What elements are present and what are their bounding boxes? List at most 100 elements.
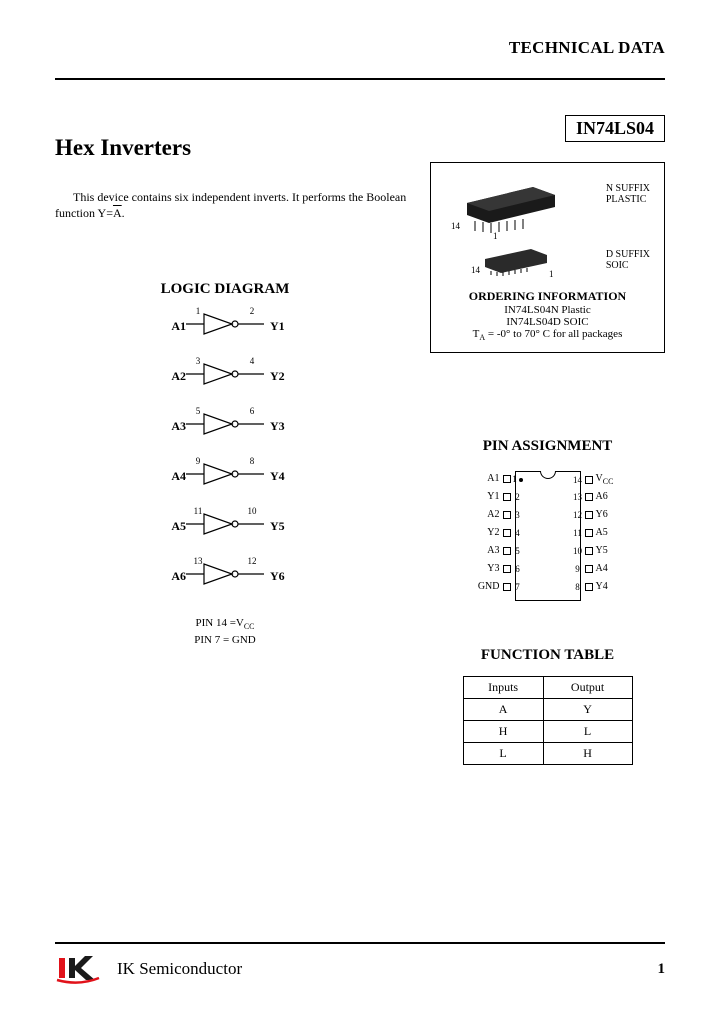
- gate-in-label: A6: [164, 569, 186, 584]
- pin-number: 10: [571, 546, 585, 556]
- pin-number: 14: [571, 475, 585, 485]
- function-table: InputsOutput AY HL LH: [463, 676, 633, 765]
- pin-right: A511: [571, 527, 623, 538]
- d-pin14: 14: [471, 265, 480, 275]
- gate-row: A613 12Y6: [164, 560, 286, 592]
- gate-pin-out: 6: [244, 406, 260, 416]
- gate-in-label: A2: [164, 369, 186, 384]
- pin-box: [503, 475, 511, 483]
- pin-name: VCC: [593, 473, 623, 486]
- pin-name: Y5: [593, 545, 623, 556]
- pin-number: 5: [511, 546, 525, 556]
- gate-pin-out: 2: [244, 306, 260, 316]
- pin-name: A1: [473, 473, 503, 484]
- gate-row: A511 10Y5: [164, 510, 286, 542]
- pin-right: A613: [571, 491, 623, 502]
- gate-in-label: A1: [164, 319, 186, 334]
- gate-pin-in: 1: [190, 306, 206, 316]
- pin-box: [503, 547, 511, 555]
- gate-in-label: A3: [164, 419, 186, 434]
- pin-number: 9: [571, 564, 585, 574]
- technical-data-header: TECHNICAL DATA: [55, 38, 665, 58]
- gate-out-label: Y4: [264, 469, 286, 484]
- desc-overline: A: [113, 206, 122, 220]
- pin-name: A3: [473, 545, 503, 556]
- d-suffix-l1: D SUFFIX: [606, 249, 650, 260]
- pin-box: [503, 511, 511, 519]
- gate-pin-in: 11: [190, 506, 206, 516]
- pin-name: Y6: [593, 509, 623, 520]
- pin-number: 6: [511, 564, 525, 574]
- d-suffix-l2: SOIC: [606, 260, 629, 271]
- pin-chip-diagram: A11Y12A23Y24A35Y36GND7VCC14A613Y612A511Y…: [473, 467, 623, 607]
- pin-box: [503, 493, 511, 501]
- note2: PIN 7 = GND: [194, 634, 256, 646]
- pin-box: [503, 565, 511, 573]
- pin-name: Y3: [473, 563, 503, 574]
- gate-out-label: Y1: [264, 319, 286, 334]
- gate-pin-in: 3: [190, 356, 206, 366]
- d-pin1: 1: [549, 269, 554, 279]
- pin-left: A2 3: [473, 509, 525, 520]
- d-suffix-label: D SUFFIX SOIC: [606, 249, 650, 271]
- pin-number: 11: [571, 528, 585, 538]
- gate-out-label: Y6: [264, 569, 286, 584]
- ft-r1c0: L: [463, 743, 543, 765]
- ordering-info-title: ORDERING INFORMATION: [439, 289, 656, 304]
- n-suffix-label: N SUFFIX PLASTIC: [606, 183, 650, 205]
- pin-assignment-title: PIN ASSIGNMENT: [430, 438, 665, 455]
- dip-package-icon: [447, 173, 587, 235]
- description: This device contains six independent inv…: [55, 189, 430, 221]
- pin-number: 3: [511, 510, 525, 520]
- pin-right: A49: [571, 563, 623, 574]
- pin-box: [585, 547, 593, 555]
- pin-box: [585, 493, 593, 501]
- pin-name: Y2: [473, 527, 503, 538]
- pin-name: A6: [593, 491, 623, 502]
- pin-box: [503, 529, 511, 537]
- gate-row: A49 8Y4: [164, 460, 286, 492]
- note1-prefix: PIN 14 =V: [195, 617, 243, 629]
- pin-assignment-section: PIN ASSIGNMENT A11Y12A23Y24A35Y36GND7VCC…: [430, 438, 665, 607]
- pin-box: [585, 511, 593, 519]
- page-title: Hex Inverters: [55, 135, 430, 161]
- soic-package-icon: [477, 243, 567, 277]
- temp-range: TA = -0° to 70° C for all packages: [439, 328, 656, 342]
- pin-left: A3 5: [473, 545, 525, 556]
- pin-box: [585, 565, 593, 573]
- n-pin1: 1: [493, 231, 498, 241]
- pin-left: Y12: [473, 491, 525, 502]
- page-number: 1: [658, 961, 666, 978]
- pin-number: 7: [511, 582, 525, 592]
- ft-r1c1: H: [543, 743, 632, 765]
- n-suffix-l2: PLASTIC: [606, 194, 647, 205]
- pin-box: [585, 476, 593, 484]
- logic-diagram-section: LOGIC DIAGRAM A11 2Y1A23 4Y2A35 6Y3A49 8…: [95, 281, 355, 647]
- pin-left: Y3 6: [473, 563, 525, 574]
- part-number-box: IN74LS04: [565, 115, 665, 142]
- gate-in-label: A4: [164, 469, 186, 484]
- pin-name: A2: [473, 509, 503, 520]
- pin-number: 1: [511, 474, 525, 484]
- n-pin14: 14: [451, 221, 460, 231]
- pin-number: 12: [571, 510, 585, 520]
- pin-number: 8: [571, 582, 585, 592]
- gate-pin-out: 4: [244, 356, 260, 366]
- pin-name: Y4: [593, 581, 623, 592]
- ft-r0c1: L: [543, 721, 632, 743]
- gate-pin-in: 13: [190, 556, 206, 566]
- gate-pin-out: 10: [244, 506, 260, 516]
- ft-head-in: Inputs: [463, 677, 543, 699]
- order-line-2: IN74LS04D SOIC: [439, 316, 656, 328]
- function-table-title: FUNCTION TABLE: [430, 647, 665, 664]
- desc-prefix: This device contains six independent inv…: [55, 190, 406, 220]
- pin-box: [503, 583, 511, 591]
- brand-logo-icon: [55, 952, 109, 986]
- logic-diagram-title: LOGIC DIAGRAM: [95, 281, 355, 298]
- gate-pin-in: 5: [190, 406, 206, 416]
- pin-right: Y6 12: [571, 509, 623, 520]
- pin-notes: PIN 14 =VCC PIN 7 = GND: [95, 616, 355, 647]
- pin-box: [585, 529, 593, 537]
- brand: IK Semiconductor: [55, 952, 242, 986]
- gate-pin-out: 8: [244, 456, 260, 466]
